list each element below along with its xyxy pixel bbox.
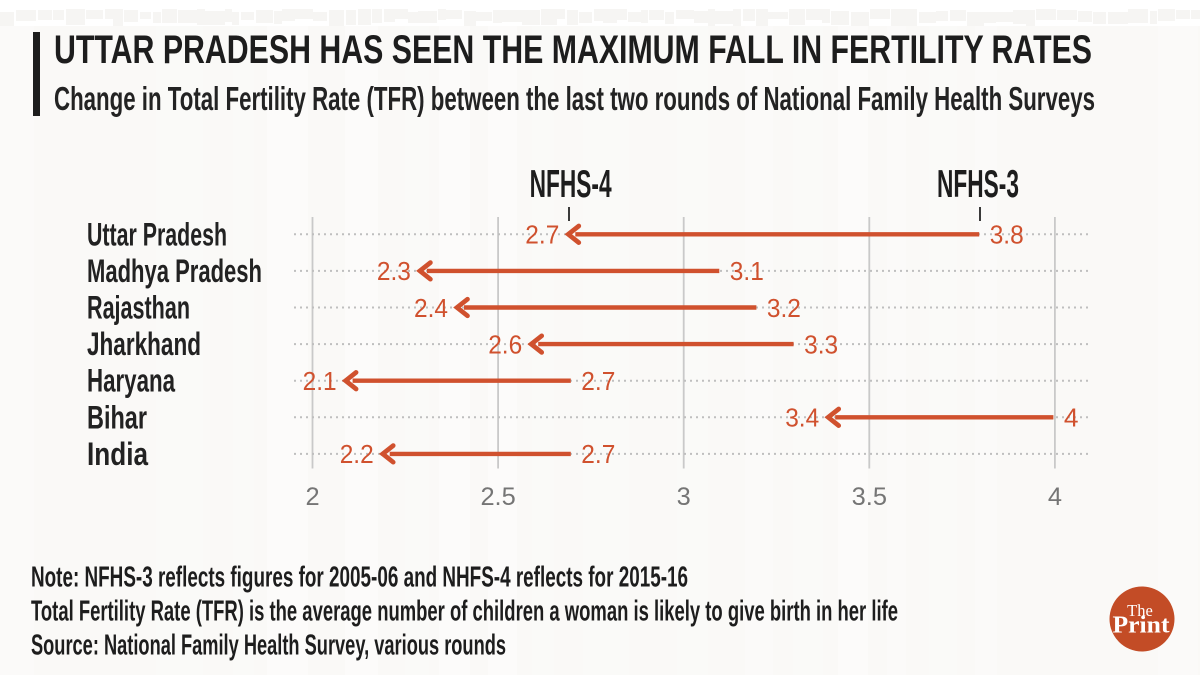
- svg-text:3.8: 3.8: [990, 220, 1024, 250]
- svg-text:3.2: 3.2: [767, 293, 801, 323]
- svg-text:Uttar Pradesh: Uttar Pradesh: [87, 216, 227, 252]
- svg-text:2.7: 2.7: [581, 439, 615, 469]
- svg-text:2: 2: [305, 483, 319, 511]
- svg-text:3.1: 3.1: [730, 256, 764, 286]
- svg-text:Print: Print: [1113, 612, 1171, 639]
- svg-text:Note: NFHS-3 reflects figures: Note: NFHS-3 reflects figures for 2005-0…: [31, 562, 688, 594]
- svg-text:The: The: [1127, 601, 1153, 620]
- svg-text:India: India: [87, 436, 149, 472]
- svg-text:3.3: 3.3: [804, 329, 838, 359]
- svg-text:Jharkhand: Jharkhand: [87, 326, 201, 362]
- svg-text:Change in Total Fertility Rate: Change in Total Fertility Rate (TFR) bet…: [54, 81, 1095, 118]
- svg-text:2.7: 2.7: [525, 220, 559, 250]
- svg-text:Total Fertility Rate (TFR) is: Total Fertility Rate (TFR) is the averag…: [31, 596, 898, 628]
- svg-text:2.1: 2.1: [303, 366, 337, 396]
- svg-text:NFHS-4: NFHS-4: [530, 163, 612, 206]
- svg-text:Source: National Family Health: Source: National Family Health Survey, v…: [31, 630, 506, 662]
- svg-text:Rajasthan: Rajasthan: [87, 290, 190, 326]
- svg-text:3: 3: [677, 483, 691, 511]
- svg-text:Madhya Pradesh: Madhya Pradesh: [87, 253, 262, 289]
- svg-text:Haryana: Haryana: [87, 363, 176, 399]
- svg-text:NFHS-3: NFHS-3: [937, 163, 1019, 206]
- svg-text:4: 4: [1048, 483, 1062, 511]
- svg-text:2.5: 2.5: [480, 483, 515, 511]
- svg-text:4: 4: [1064, 403, 1079, 433]
- svg-text:2.2: 2.2: [340, 439, 374, 469]
- svg-text:2.6: 2.6: [488, 329, 522, 359]
- svg-text:Bihar: Bihar: [87, 399, 147, 435]
- svg-text:2.3: 2.3: [377, 256, 411, 286]
- svg-text:2.7: 2.7: [581, 366, 615, 396]
- svg-text:2.4: 2.4: [414, 293, 448, 323]
- svg-text:UTTAR PRADESH HAS SEEN THE MAX: UTTAR PRADESH HAS SEEN THE MAXIMUM FALL …: [54, 27, 1092, 72]
- svg-text:3.4: 3.4: [785, 403, 819, 433]
- svg-text:3.5: 3.5: [852, 483, 887, 511]
